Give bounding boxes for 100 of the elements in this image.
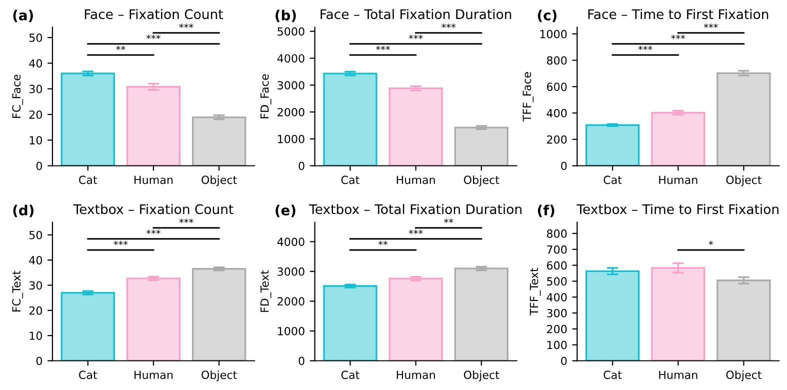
chart-title: Textbox – Total Fixation Duration bbox=[309, 204, 522, 214]
x-tick-label: Human bbox=[659, 176, 698, 184]
y-tick-label: 300 bbox=[547, 308, 567, 318]
y-tick-label: 0 bbox=[36, 162, 42, 170]
x-tick-label: Cat bbox=[79, 370, 98, 380]
y-tick-label: 10 bbox=[30, 136, 42, 144]
x-tick-label: Object bbox=[202, 175, 237, 186]
annotation: *** bbox=[179, 24, 194, 28]
annotation: *** bbox=[179, 218, 194, 224]
y-tick-label: 3000 bbox=[278, 81, 304, 90]
text: (a) bbox=[13, 10, 33, 22]
x-tick-label: Human bbox=[134, 370, 173, 380]
y-tick-label: 2000 bbox=[278, 108, 304, 116]
y-tick-label: 50 bbox=[29, 230, 42, 240]
y-axis-title: FC_Face bbox=[12, 74, 24, 118]
y-axis-title: TFF_Text bbox=[530, 268, 541, 316]
y-tick-label: 800 bbox=[546, 229, 567, 238]
y-tick-label: 4000 bbox=[277, 238, 304, 246]
y-tick-label: 0 bbox=[298, 162, 304, 170]
annotation: *** bbox=[376, 46, 390, 50]
y-tick-label: 400 bbox=[546, 293, 567, 302]
bar bbox=[651, 112, 706, 166]
bar bbox=[60, 72, 115, 166]
chart-title: Textbox – Fixation Count bbox=[73, 204, 234, 214]
chart-title: Face – Fixation Count bbox=[84, 8, 223, 20]
annotation: *** bbox=[114, 240, 128, 246]
bar bbox=[454, 126, 508, 166]
annotation: *** bbox=[408, 34, 423, 40]
y-axis-title: TFF_Face bbox=[522, 72, 534, 122]
x-tick-label: Human bbox=[134, 176, 173, 184]
y-tick-label: 700 bbox=[547, 245, 567, 254]
y-tick-label: 30 bbox=[29, 84, 42, 94]
annotation: *** bbox=[442, 24, 456, 28]
text: (b) bbox=[276, 10, 296, 22]
y-tick-label: 10 bbox=[30, 332, 42, 340]
y-tick-label: 40 bbox=[29, 256, 42, 264]
y-tick-label: 1000 bbox=[278, 326, 304, 336]
text: (c) bbox=[538, 10, 556, 22]
annotation: *** bbox=[671, 34, 686, 40]
y-tick-label: 20 bbox=[29, 110, 42, 119]
bar bbox=[585, 124, 640, 166]
bar bbox=[192, 116, 246, 166]
bar bbox=[388, 278, 443, 361]
y-tick-label: 40 bbox=[29, 59, 42, 68]
bar bbox=[323, 72, 378, 166]
bar bbox=[454, 268, 508, 361]
text: (f) bbox=[538, 204, 554, 218]
bar bbox=[716, 280, 771, 361]
annotation: *** bbox=[408, 230, 423, 234]
x-tick-label: Cat bbox=[341, 370, 360, 380]
y-tick-label: 0 bbox=[561, 162, 567, 170]
y-axis-title: FD_Text bbox=[260, 270, 272, 312]
y-tick-label: 0 bbox=[36, 356, 42, 366]
x-tick-label: Object bbox=[464, 370, 500, 382]
bar bbox=[323, 285, 378, 361]
text: (d) bbox=[13, 204, 34, 218]
y-tick-label: 2000 bbox=[278, 297, 304, 306]
annotation: * bbox=[708, 240, 714, 246]
bar bbox=[585, 270, 640, 361]
chart-title: Face – Total Fixation Duration bbox=[320, 8, 512, 20]
annotation: *** bbox=[638, 46, 652, 50]
y-tick-label: 800 bbox=[546, 56, 567, 65]
bar bbox=[388, 87, 443, 166]
y-tick-label: 20 bbox=[29, 306, 42, 315]
bar bbox=[192, 268, 246, 361]
text: (e) bbox=[276, 204, 296, 218]
y-tick-label: 0 bbox=[298, 356, 304, 366]
bar bbox=[126, 278, 181, 361]
x-tick-label: Object bbox=[202, 370, 237, 382]
x-tick-label: Cat bbox=[604, 370, 622, 380]
bar bbox=[716, 72, 771, 166]
x-tick-label: Human bbox=[659, 370, 698, 380]
y-tick-label: 30 bbox=[29, 281, 42, 290]
x-tick-label: Cat bbox=[604, 176, 622, 184]
y-tick-label: 400 bbox=[546, 108, 567, 118]
y-tick-label: 600 bbox=[546, 82, 567, 92]
bar bbox=[60, 292, 115, 361]
chart-title: Textbox – Time to First Fixation bbox=[576, 204, 778, 214]
y-tick-label: 600 bbox=[546, 261, 567, 270]
y-tick-label: 200 bbox=[547, 324, 567, 334]
bar bbox=[651, 267, 706, 361]
y-axis-title: FC_Text bbox=[12, 270, 24, 312]
annotation: ** bbox=[444, 218, 454, 224]
y-tick-label: 4000 bbox=[277, 54, 304, 63]
y-tick-label: 50 bbox=[29, 34, 42, 42]
x-tick-label: Cat bbox=[341, 176, 360, 184]
x-tick-label: Human bbox=[396, 370, 435, 380]
y-tick-label: 1000 bbox=[278, 134, 304, 144]
bar bbox=[126, 86, 181, 166]
y-tick-label: 1000 bbox=[540, 30, 567, 38]
y-axis-title: FD_Face bbox=[260, 74, 272, 118]
chart-title: Face – Time to First Fixation bbox=[588, 8, 768, 20]
y-tick-label: 0 bbox=[561, 356, 567, 366]
annotation: *** bbox=[146, 34, 160, 40]
y-tick-label: 500 bbox=[547, 277, 567, 286]
y-tick-label: 5000 bbox=[278, 27, 304, 36]
y-tick-label: 200 bbox=[547, 135, 567, 144]
annotation: *** bbox=[704, 24, 718, 28]
x-tick-label: Cat bbox=[79, 176, 98, 184]
x-tick-label: Human bbox=[396, 176, 435, 184]
